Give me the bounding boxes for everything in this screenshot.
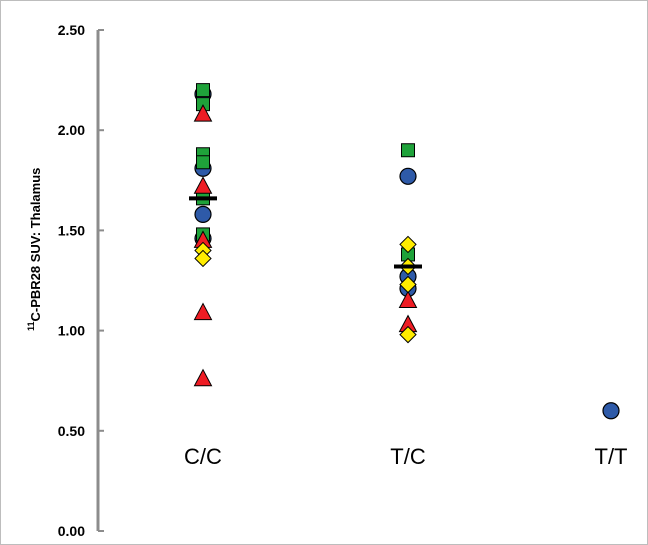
y-tick-label: 0.00 <box>58 523 85 539</box>
mean-bars <box>189 196 422 269</box>
diamond-data-point <box>399 275 417 294</box>
diamond-data-point <box>194 249 212 268</box>
diamond-data-point <box>399 235 417 254</box>
y-tick-label: 2.00 <box>58 122 85 138</box>
triangle-data-point <box>193 176 213 194</box>
triangle-data-point <box>193 368 213 387</box>
y-tick-label: 2.50 <box>58 22 85 38</box>
triangle-data-point <box>398 290 418 309</box>
y-axis-title-text: C-PBR28 SUV: Thalamus <box>28 168 43 322</box>
circle-data-point <box>602 402 620 420</box>
y-tick-label: 1.50 <box>58 222 85 238</box>
x-category-label: C/C <box>184 444 222 469</box>
diamond-data-point <box>399 325 417 344</box>
data-points <box>193 83 620 420</box>
circle-data-point <box>194 205 212 223</box>
y-axis-title-superscript: 11 <box>26 321 36 331</box>
x-category-label: T/T <box>595 444 628 469</box>
y-tick-label: 1.00 <box>58 323 85 339</box>
square-data-point <box>196 83 210 98</box>
y-tick-label: 0.50 <box>58 423 85 439</box>
x-category-label: T/C <box>390 444 426 469</box>
y-axis-title: 11C-PBR28 SUV: Thalamus <box>26 168 43 331</box>
y-axis: 0.00 0.50 1.00 1.50 2.00 2.50 <box>58 22 104 539</box>
category-labels: C/C T/C T/T <box>184 444 627 469</box>
circle-data-point <box>399 167 417 185</box>
square-data-point <box>196 155 210 170</box>
square-data-point <box>401 143 415 158</box>
triangle-data-point <box>193 302 213 321</box>
triangle-data-point <box>193 104 213 122</box>
